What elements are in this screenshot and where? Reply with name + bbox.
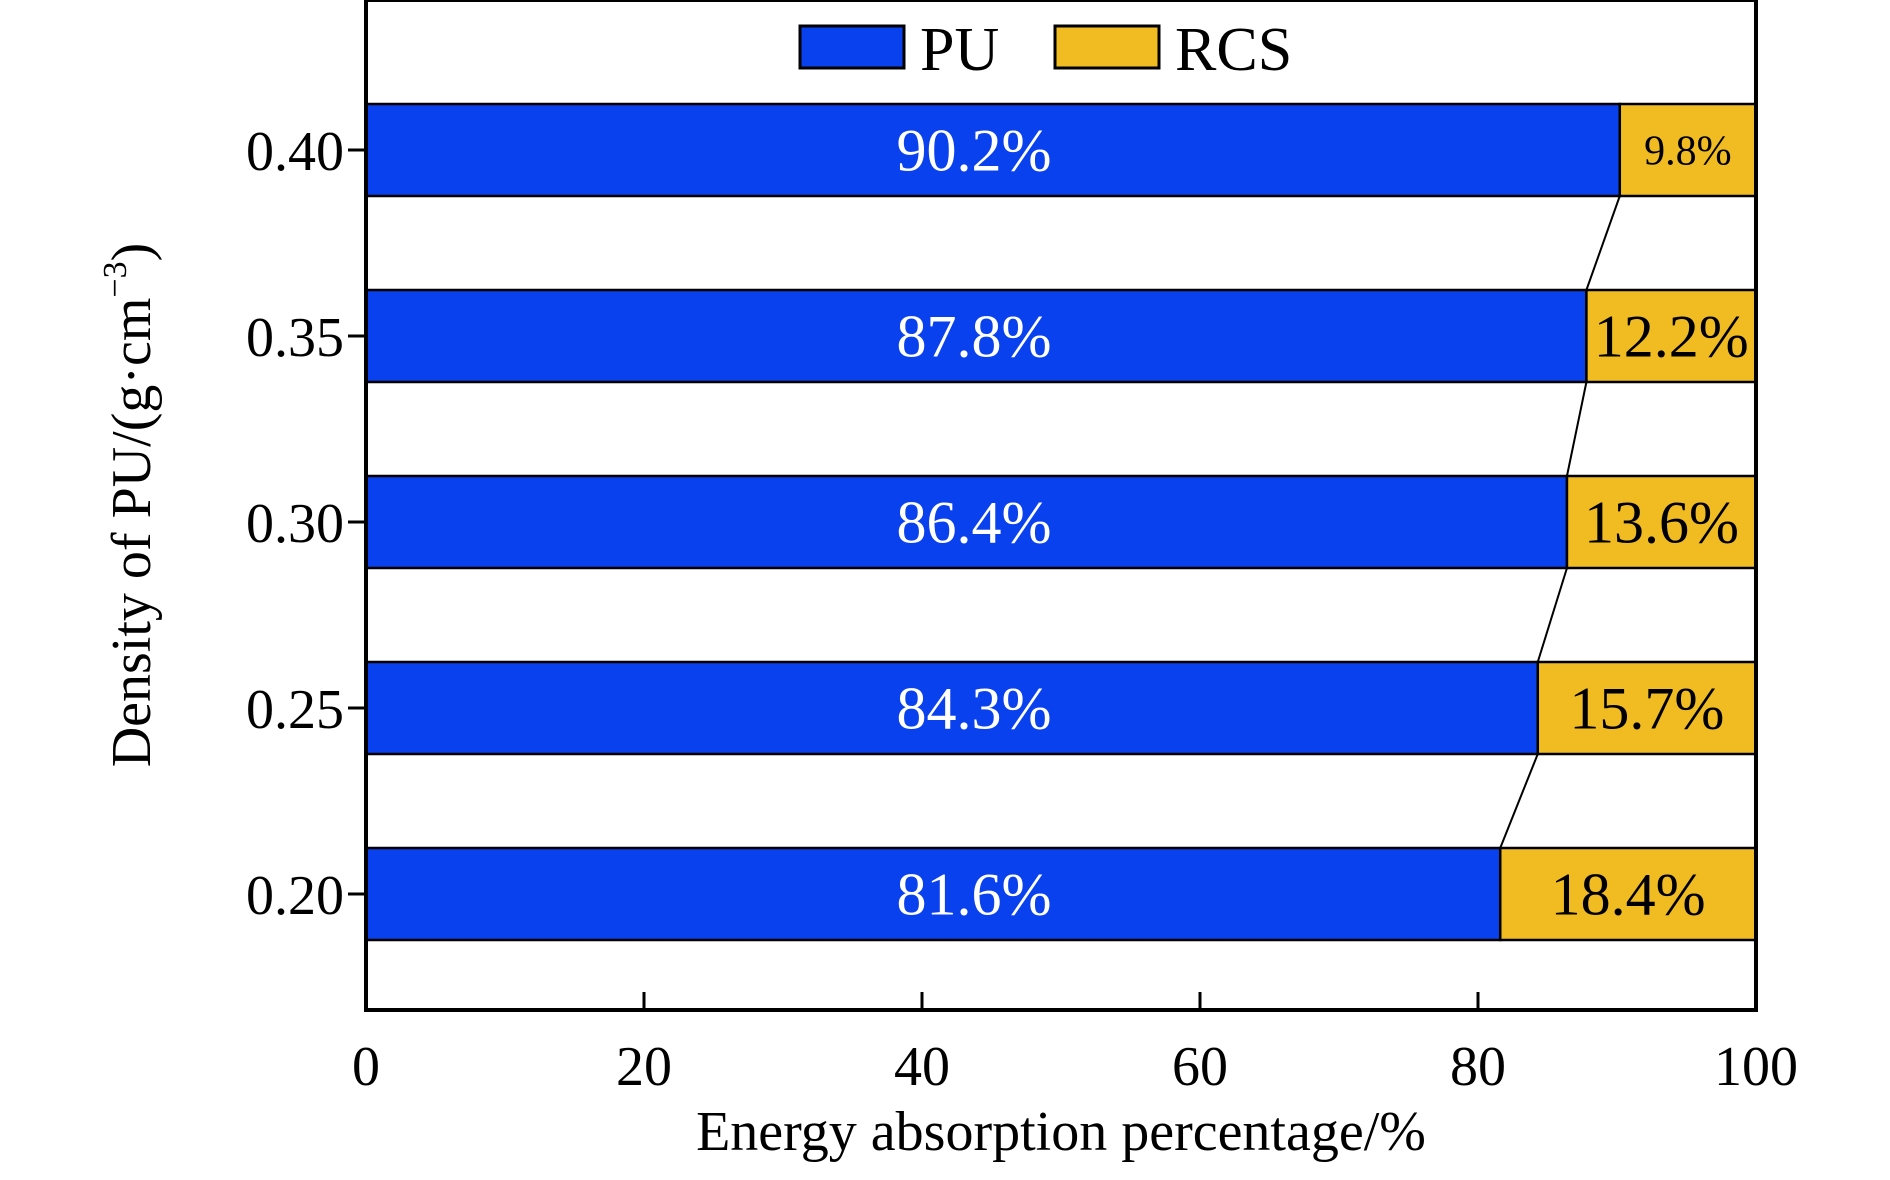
- data-label-pu-0.25: 84.3%: [897, 675, 1052, 741]
- x-tick-label-0: 0: [352, 1036, 380, 1098]
- y-axis-title-superscript: −3: [97, 261, 134, 297]
- bar-pu-0.25: [364, 660, 1540, 756]
- data-label-rcs-0.30: 13.6%: [1584, 489, 1739, 555]
- x-axis-title: Energy absorption percentage/%: [696, 1101, 1426, 1163]
- y-tick-label-0.20: 0.20: [246, 865, 344, 927]
- x-tick-label-60: 60: [1172, 1036, 1228, 1098]
- data-label-rcs-0.25: 15.7%: [1569, 675, 1724, 741]
- connector-line-0.30-0.25: [1536, 567, 1568, 663]
- data-label-pu-0.20: 81.6%: [897, 861, 1052, 927]
- data-label-pu-0.40: 90.2%: [897, 117, 1052, 183]
- bars-layer: 90.2% 9.8% 87.8% 12.2% 86.4% 13.6% 84.3% 15.7% 8…: [364, 102, 1758, 942]
- y-axis-title-close: ): [101, 243, 163, 262]
- x-tick-label-100: 100: [1714, 1036, 1798, 1098]
- connector-layer: [1499, 195, 1621, 849]
- plot-frame: [364, 0, 1758, 1012]
- data-label-pu-0.35: 87.8%: [897, 303, 1052, 369]
- y-tick-label-0.35: 0.35: [246, 307, 344, 369]
- bar-rcs-0.25: [1536, 660, 1758, 756]
- data-label-rcs-0.40: 9.8%: [1644, 128, 1732, 174]
- connector-line-0.35-0.30: [1565, 381, 1588, 477]
- bar-rcs-0.40: [1618, 102, 1758, 198]
- y-axis-title: Density of PU/(g·cm−3): [97, 243, 163, 768]
- legend-label-rcs: RCS: [1175, 16, 1292, 84]
- legend-swatch-pu: [798, 24, 906, 70]
- data-label-pu-0.30: 86.4%: [897, 489, 1052, 555]
- y-tick-label-0.25: 0.25: [246, 679, 344, 741]
- y-axis-title-base: Density of PU/(g·cm: [101, 298, 163, 768]
- legend-swatch-rcs: [1053, 24, 1161, 70]
- ticks-layer: 0 20 40 60 80 100 0.40 0.35 0.30 0.25 0.20: [246, 121, 1798, 1098]
- y-tick-label-0.40: 0.40: [246, 121, 344, 183]
- y-tick-label-0.30: 0.30: [246, 493, 344, 555]
- bar-rcs-0.20: [1498, 846, 1758, 942]
- bar-pu-0.35: [364, 288, 1588, 384]
- connector-line-0.25-0.20: [1499, 753, 1539, 849]
- bar-pu-0.30: [364, 474, 1569, 570]
- x-tick-label-40: 40: [894, 1036, 950, 1098]
- x-tick-label-80: 80: [1450, 1036, 1506, 1098]
- data-label-rcs-0.20: 18.4%: [1551, 861, 1706, 927]
- legend-label-pu: PU: [920, 16, 999, 84]
- bar-pu-0.40: [364, 102, 1622, 198]
- bar-rcs-0.30: [1565, 474, 1758, 570]
- data-label-rcs-0.35: 12.2%: [1594, 303, 1749, 369]
- legend: PU RCS: [798, 16, 1292, 84]
- x-tick-label-20: 20: [616, 1036, 672, 1098]
- connector-line-0.40-0.35: [1585, 195, 1621, 291]
